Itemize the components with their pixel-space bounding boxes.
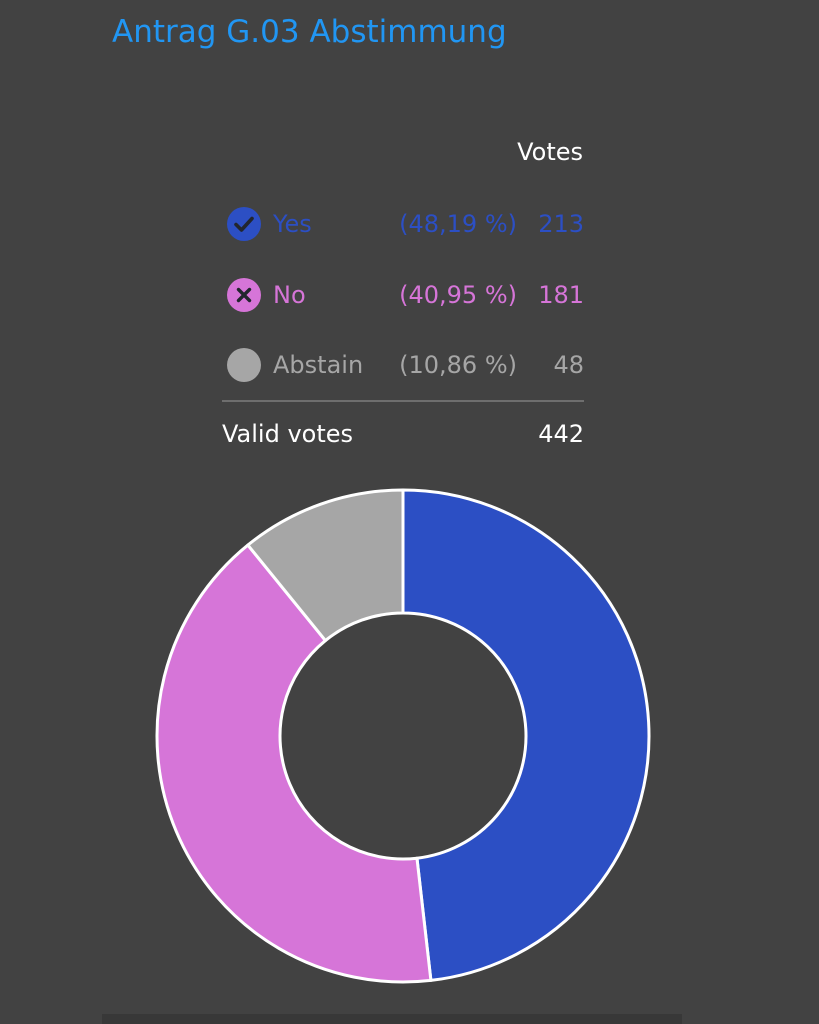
result-row-no: No (40,95 %) 181 [222, 275, 584, 315]
result-label-abstain: Abstain [273, 351, 364, 379]
page-title: Antrag G.03 Abstimmung [112, 14, 507, 50]
abstain-circle-icon [226, 347, 262, 383]
valid-votes-label: Valid votes [222, 420, 354, 448]
result-count-no: 181 [538, 281, 584, 309]
donut-slice-abstain [246, 488, 405, 643]
votes-column-header: Votes [517, 138, 583, 166]
donut-slice-no [155, 543, 433, 984]
result-label-no: No [273, 281, 306, 309]
footer-bar [102, 1014, 682, 1024]
result-label-yes: Yes [273, 210, 312, 238]
divider [222, 400, 584, 402]
donut-slice-yes [401, 488, 651, 982]
check-circle-icon [226, 206, 262, 242]
result-row-yes: Yes (48,19 %) 213 [222, 204, 584, 244]
result-percent-abstain: (10,86 %) [399, 351, 517, 379]
valid-votes-value: 442 [538, 420, 584, 448]
x-circle-icon [226, 277, 262, 313]
result-count-abstain: 48 [553, 351, 584, 379]
result-percent-yes: (48,19 %) [399, 210, 517, 238]
result-percent-no: (40,95 %) [399, 281, 517, 309]
result-count-yes: 213 [538, 210, 584, 238]
result-row-abstain: Abstain (10,86 %) 48 [222, 345, 584, 385]
donut-chart [155, 488, 651, 984]
